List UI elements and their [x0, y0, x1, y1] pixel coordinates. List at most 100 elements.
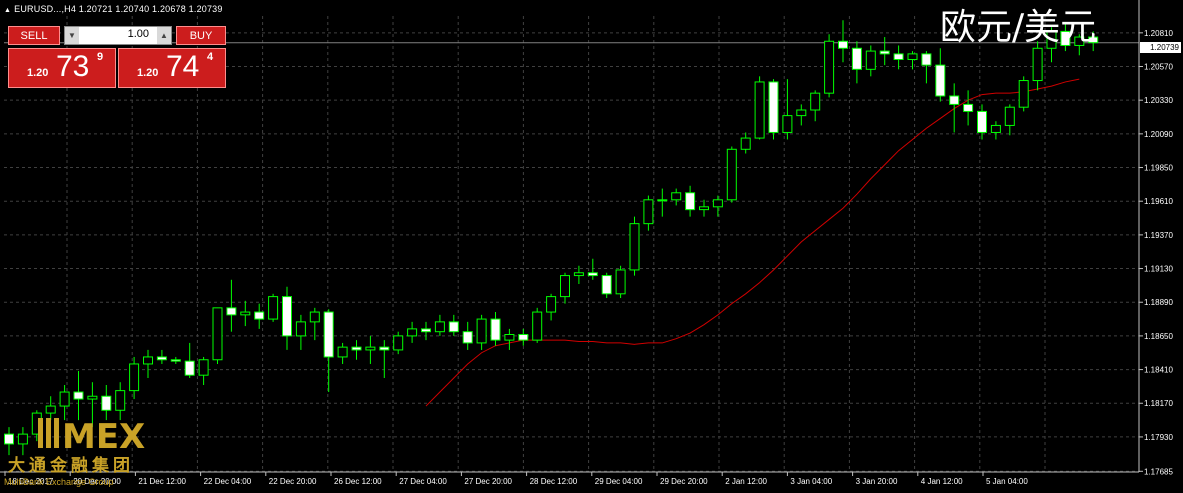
candle-bear	[851, 47, 862, 70]
lot-value[interactable]: 1.00	[127, 28, 149, 40]
candle-bear	[490, 318, 501, 341]
chart-title: 欧元/美元	[940, 7, 1097, 48]
candle-bear	[879, 50, 890, 55]
candle-bear	[170, 359, 181, 362]
x-tick-label: 29 Dec 04:00	[595, 477, 643, 486]
candle-bear	[935, 64, 946, 97]
x-tick-label: 27 Dec 04:00	[399, 477, 447, 486]
candle-bear	[685, 192, 696, 211]
chart-header: ▲ EURUSD...,H4 1.20721 1.20740 1.20678 1.…	[4, 4, 223, 14]
x-tick-label: 22 Dec 20:00	[269, 477, 317, 486]
ohlc-values: 1.20721 1.20740 1.20678 1.20739	[78, 4, 223, 14]
candles	[4, 20, 1099, 456]
candle-bull	[198, 359, 209, 376]
x-tick-label: 20 Dec 20:00	[73, 477, 121, 486]
x-tick-label: 29 Dec 20:00	[660, 477, 708, 486]
candle-bull	[671, 192, 682, 201]
candle-bull	[365, 346, 376, 351]
y-tick-label: 1.20810	[1144, 29, 1173, 38]
candle-bear	[1060, 30, 1071, 46]
candle-bull	[129, 363, 140, 392]
sell-price-super: 9	[97, 51, 104, 63]
candle-bull	[796, 109, 807, 117]
x-tick-label: 21 Dec 12:00	[138, 477, 186, 486]
sell-price-prefix: 1.20	[27, 67, 49, 79]
candle-bear	[351, 346, 362, 351]
y-axis: 1.20810 1.20570 1.20330 1.20090 1.19850 1.196…	[0, 0, 1173, 476]
candle-bull	[115, 390, 126, 411]
candle-bull	[295, 321, 306, 337]
logo-brand: MEX	[62, 417, 145, 457]
x-tick-label: 4 Jan 12:00	[921, 477, 963, 486]
candle-bull	[740, 137, 751, 150]
candle-bear	[101, 395, 112, 411]
candle-bull	[87, 395, 98, 400]
candle-bear	[421, 328, 431, 333]
y-tick-label: 1.19610	[1144, 197, 1173, 206]
x-tick-label: 3 Jan 04:00	[790, 477, 832, 486]
sell-button[interactable]: SELL	[8, 26, 60, 45]
candle-bear	[462, 331, 473, 344]
candle-bear	[963, 103, 974, 112]
candle-bull	[1004, 106, 1015, 126]
logo-english: MultiBank Exchange Group	[4, 477, 114, 487]
mex-logo: MEX 大通金融集团 MultiBank Exchange Group	[4, 417, 145, 487]
lot-down-arrow-icon[interactable]: ▼	[65, 27, 79, 44]
y-tick-label: 1.17685	[1144, 467, 1173, 476]
buy-button[interactable]: BUY	[176, 26, 226, 45]
y-tick-label: 1.20090	[1144, 130, 1173, 139]
candle-bear	[254, 311, 265, 320]
candle-bull	[504, 333, 515, 341]
candle-bull	[268, 296, 279, 320]
candle-bull	[1018, 80, 1029, 108]
candle-bull	[212, 307, 223, 361]
candle-bull	[393, 335, 404, 351]
candle-bear	[448, 321, 459, 333]
candle-bull	[337, 346, 348, 358]
lot-up-arrow-icon[interactable]: ▲	[157, 27, 171, 44]
candle-bull	[546, 296, 557, 313]
buy-price-prefix: 1.20	[137, 67, 159, 79]
x-tick-label: 27 Dec 20:00	[464, 477, 512, 486]
symbol-label: EURUSD...,H4	[14, 4, 77, 14]
candle-bull	[45, 405, 56, 414]
candle-bull	[824, 40, 835, 94]
x-tick-label: 5 Jan 04:00	[986, 477, 1028, 486]
candle-bull	[712, 199, 723, 208]
candle-bull	[143, 356, 153, 365]
y-tick-label: 1.18170	[1144, 399, 1173, 408]
y-tick-label: 1.19130	[1144, 265, 1173, 274]
candle-bear	[226, 307, 237, 316]
candle-bull	[615, 269, 626, 295]
x-tick-label: 18 Dec 2017	[8, 477, 54, 486]
chart-grid	[4, 16, 1139, 472]
lot-size-field[interactable]: ▼ 1.00 ▲	[64, 26, 172, 45]
candle-bear	[587, 272, 598, 277]
candle-bear	[282, 296, 292, 337]
x-tick-label: 28 Dec 12:00	[530, 477, 578, 486]
collapse-triangle-icon[interactable]: ▲	[4, 7, 12, 14]
y-tick-label: 1.19370	[1144, 231, 1173, 240]
candle-bear	[184, 360, 195, 376]
x-axis: 18 Dec 2017 20 Dec 20:00 21 Dec 12:00 22 De…	[4, 472, 1028, 486]
y-tick-label: 1.18650	[1144, 332, 1173, 341]
y-tick-label: 1.19850	[1144, 164, 1173, 173]
candle-bear	[921, 53, 932, 66]
candle-bull	[309, 311, 320, 323]
buy-quote[interactable]: 1.20 74 4	[118, 48, 226, 88]
candle-bear	[323, 311, 334, 358]
candle-bull	[532, 311, 543, 341]
candle-bear	[768, 81, 779, 133]
sell-quote[interactable]: 1.20 73 9	[8, 48, 116, 88]
candle-bull	[810, 92, 821, 111]
candle-bull	[476, 318, 487, 344]
candle-bear	[893, 53, 904, 60]
current-price-tag: 1.20739	[1140, 42, 1181, 53]
candle-bull	[726, 148, 737, 201]
y-tick-label: 1.17930	[1144, 433, 1173, 442]
candle-bear	[73, 391, 84, 400]
candle-bull	[407, 328, 418, 337]
x-tick-label: 2 Jan 12:00	[725, 477, 767, 486]
candle-bull	[1032, 47, 1043, 82]
